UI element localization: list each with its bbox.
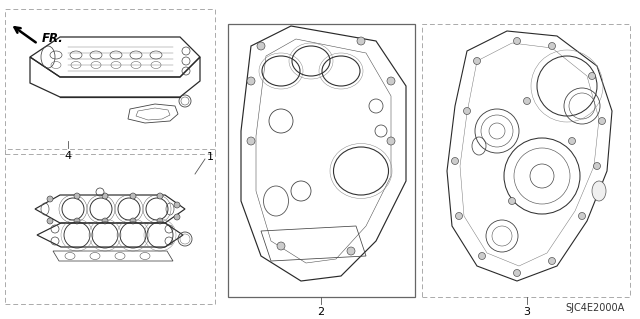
Circle shape [74, 218, 80, 224]
Circle shape [130, 218, 136, 224]
Ellipse shape [592, 181, 606, 201]
Bar [422, 24, 630, 297]
Text: 3: 3 [524, 307, 531, 317]
Bar [228, 24, 415, 297]
Circle shape [456, 212, 463, 219]
Circle shape [513, 38, 520, 44]
Bar [5, 149, 215, 304]
Circle shape [513, 270, 520, 277]
Text: FR.: FR. [42, 32, 64, 44]
Circle shape [548, 42, 556, 49]
Circle shape [568, 137, 575, 145]
Bar [5, 9, 215, 154]
Circle shape [247, 137, 255, 145]
Circle shape [47, 196, 53, 202]
Circle shape [357, 37, 365, 45]
Circle shape [589, 72, 595, 79]
Circle shape [74, 193, 80, 199]
Circle shape [174, 214, 180, 220]
Circle shape [387, 77, 395, 85]
Circle shape [509, 197, 515, 204]
Circle shape [157, 193, 163, 199]
Circle shape [277, 242, 285, 250]
Circle shape [579, 212, 586, 219]
Circle shape [548, 257, 556, 264]
Text: SJC4E2000A: SJC4E2000A [566, 303, 625, 313]
Circle shape [593, 162, 600, 169]
Circle shape [130, 193, 136, 199]
Circle shape [598, 117, 605, 124]
Text: 2: 2 [317, 307, 324, 317]
Circle shape [451, 158, 458, 165]
Circle shape [463, 108, 470, 115]
Circle shape [174, 202, 180, 208]
Circle shape [157, 218, 163, 224]
Circle shape [257, 42, 265, 50]
Circle shape [102, 193, 108, 199]
Circle shape [387, 137, 395, 145]
Circle shape [347, 247, 355, 255]
Text: 1: 1 [207, 152, 214, 162]
Text: 4: 4 [65, 151, 72, 161]
Circle shape [524, 98, 531, 105]
Circle shape [247, 77, 255, 85]
Circle shape [102, 218, 108, 224]
Circle shape [474, 57, 481, 64]
Circle shape [47, 218, 53, 224]
Circle shape [479, 253, 486, 259]
